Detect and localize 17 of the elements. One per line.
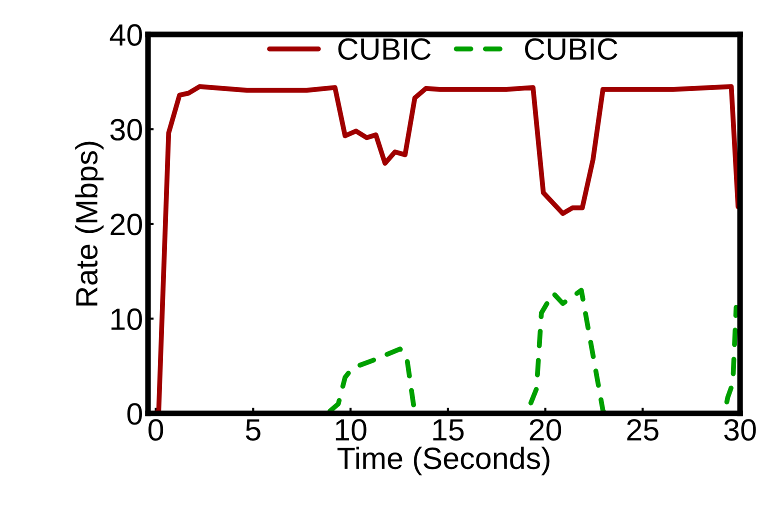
- y-tick-label: 20: [110, 214, 142, 236]
- x-axis-title: Time (Seconds): [337, 446, 550, 476]
- y-axis-title: Rate (Mbps): [75, 142, 104, 306]
- y-tick-label: 0: [127, 403, 142, 425]
- x-tick-label: 5: [246, 419, 260, 441]
- x-tick-label: 0: [148, 419, 164, 441]
- legend-label: CUBIC: [338, 38, 431, 60]
- y-tick-label: 40: [110, 24, 142, 46]
- x-tick-label: 10: [336, 419, 366, 441]
- legend-label: CUBIC: [525, 38, 618, 60]
- x-tick-label: 30: [724, 419, 756, 441]
- y-tick-label: 10: [111, 308, 142, 330]
- y-tick-label: 30: [110, 118, 142, 141]
- x-tick-label: 20: [530, 419, 562, 441]
- line-series: [153, 84, 740, 414]
- x-tick-label: 15: [433, 419, 464, 441]
- x-tick-label: 25: [627, 419, 658, 441]
